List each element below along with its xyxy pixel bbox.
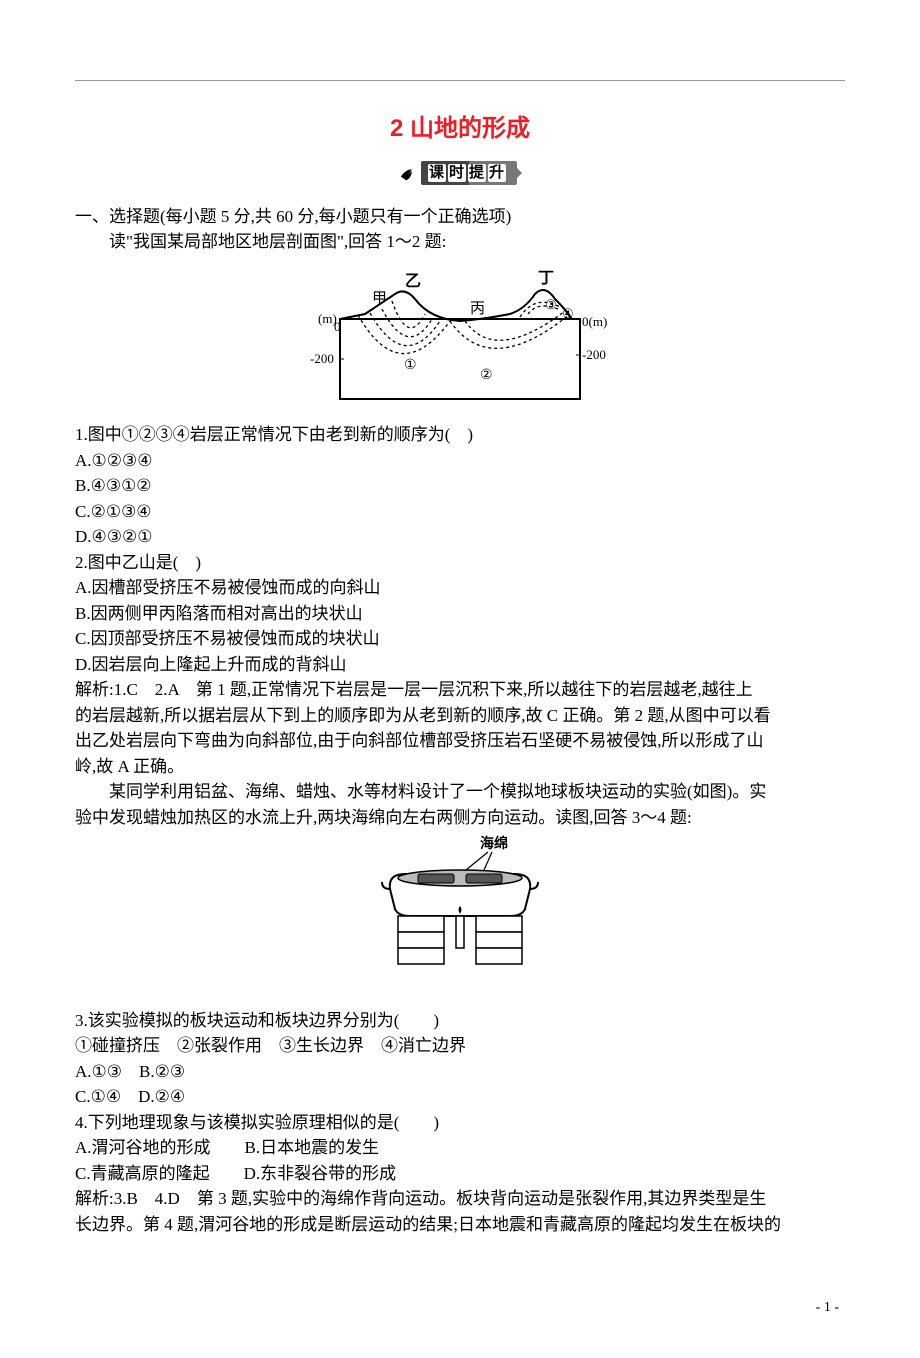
explanation: 解析:1.C 2.A 第 1 题,正常情况下岩层是一层一层沉积下来,所以越往下的… [75,677,845,703]
svg-text:①: ① [404,358,417,373]
svg-text:④: ④ [562,306,574,321]
question-stem: 1.图中①②③④岩层正常情况下由老到新的顺序为( ) [75,422,845,448]
question-stem: 4.下列地理现象与该模拟实验原理相似的是( ) [75,1110,845,1136]
svg-text:③: ③ [545,297,557,312]
svg-text:②: ② [480,368,493,383]
banner-char: 升 [488,164,506,182]
banner: 课 时 提 升 [75,161,845,192]
svg-text:丁: 丁 [538,270,554,287]
svg-text:甲: 甲 [372,291,387,307]
explanation: 解析:3.B 4.D 第 3 题,实验中的海绵作背向运动。板块背向运动是张裂作用… [75,1186,845,1212]
option: C.①④ D.②④ [75,1084,845,1110]
svg-text:-200: -200 [310,351,334,366]
explanation: 长边界。第 4 题,渭河谷地的形成是断层运动的结果;日本地震和青藏高原的隆起均发… [75,1212,845,1238]
option: C.青藏高原的隆起 D.东非裂谷带的形成 [75,1161,845,1187]
question-intro: 读"我国某局部地区地层剖面图",回答 1～2 题: [75,229,845,255]
option: C.因顶部受挤压不易被侵蚀而成的块状山 [75,626,845,652]
explanation: 的岩层越新,所以据岩层从下到上的顺序即为从老到新的顺序,故 C 正确。第 2 题… [75,703,845,729]
banner-char: 时 [448,164,466,182]
explanation: 出乙处岩层向下弯曲为向斜部位,由于向斜部位槽部受挤压岩石坚硬不易被侵蚀,所以形成… [75,728,845,754]
banner-char: 课 [428,164,446,182]
figure-1: 甲 乙 丙 丁 (m) 0 -200 0(m) -200 ① ② ③ ④ [75,259,845,417]
explanation: 岭,故 A 正确。 [75,754,845,780]
question-intro: 某同学利用铝盆、海绵、蜡烛、水等材料设计了一个模拟地球板块运动的实验(如图)。实 [75,779,845,805]
option-line: ①碰撞挤压 ②张裂作用 ③生长边界 ④消亡边界 [75,1033,845,1059]
option: D.④③②① [75,524,845,550]
top-divider [75,80,845,81]
banner-box: 课 时 提 升 [421,161,517,185]
svg-text:-200: -200 [582,347,606,362]
option: D.因岩层向上隆起上升而成的背斜山 [75,652,845,678]
option: C.②①③④ [75,499,845,525]
figure-2: 海绵 [75,834,845,1002]
svg-text:0(m): 0(m) [582,314,607,329]
page-title: 2 山地的形成 [75,111,845,147]
bird-icon [399,162,421,184]
option: B.因两侧甲丙陷落而相对高出的块状山 [75,601,845,627]
svg-text:海绵: 海绵 [480,835,508,852]
option: A.①②③④ [75,448,845,474]
page-number: - 1 - [75,1297,845,1318]
banner-char: 提 [468,164,486,182]
svg-text:丙: 丙 [470,301,485,317]
option: A.渭河谷地的形成 B.日本地震的发生 [75,1135,845,1161]
question-stem: 2.图中乙山是( ) [75,550,845,576]
question-stem: 3.该实验模拟的板块运动和板块边界分别为( ) [75,1008,845,1034]
question-intro: 验中发现蜡烛加热区的水流上升,两块海绵向左右两侧方向运动。读图,回答 3～4 题… [75,805,845,831]
option: A.因槽部受挤压不易被侵蚀而成的向斜山 [75,575,845,601]
svg-text:0: 0 [334,319,341,334]
option: A.①③ B.②③ [75,1059,845,1085]
section-heading: 一、选择题(每小题 5 分,共 60 分,每小题只有一个正确选项) [75,204,845,230]
svg-text:乙: 乙 [405,273,421,290]
option: B.④③①② [75,473,845,499]
